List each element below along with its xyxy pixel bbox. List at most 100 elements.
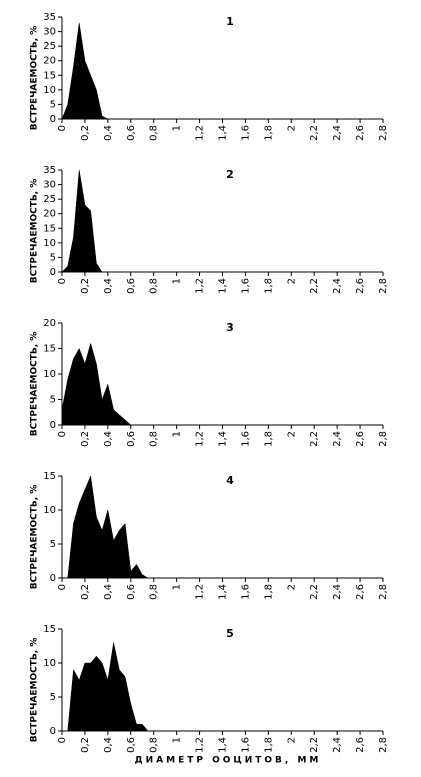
x-tick-label: 2,8 xyxy=(378,737,389,753)
x-tick-label: 1,8 xyxy=(263,584,274,600)
y-tick-label: 0 xyxy=(50,726,56,737)
x-tick-label: 1,6 xyxy=(240,278,251,294)
area xyxy=(61,342,132,426)
y-tick-label: 5 xyxy=(50,395,56,406)
chart-title: 3 xyxy=(226,321,234,334)
x-tick-label: 2 xyxy=(286,431,297,437)
y-tick-label: 0 xyxy=(50,420,56,431)
x-tick-label: 1,6 xyxy=(240,584,251,600)
x-tick-label: 2,8 xyxy=(378,584,389,600)
y-tick-label: 10 xyxy=(43,85,56,96)
x-tick-label: 0,2 xyxy=(80,737,91,753)
y-tick-label: 0 xyxy=(50,267,56,278)
x-tick-label: 1,4 xyxy=(218,125,229,141)
x-tick-label: 0 xyxy=(57,737,68,743)
x-tick-label: 0,4 xyxy=(103,278,114,294)
x-tick-label: 0,4 xyxy=(103,737,114,753)
x-tick-label: 2,6 xyxy=(355,737,366,753)
y-tick-label: 5 xyxy=(50,539,56,550)
x-tick-label: 0,8 xyxy=(149,278,160,294)
x-tick-label: 0,2 xyxy=(80,584,91,600)
x-tick-label: 1,6 xyxy=(240,125,251,141)
y-tick-label: 20 xyxy=(43,56,56,67)
y-tick-label: 10 xyxy=(43,505,56,516)
x-tick-label: 2 xyxy=(286,278,297,284)
x-tick-label: 2,6 xyxy=(355,125,366,141)
x-tick-label: 2,2 xyxy=(309,125,320,141)
x-tick-label: 2,2 xyxy=(309,584,320,600)
x-tick-label: 0,2 xyxy=(80,431,91,447)
x-tick-label: 1,4 xyxy=(218,431,229,447)
y-tick-label: 15 xyxy=(43,471,56,482)
x-tick-label: 2,6 xyxy=(355,431,366,447)
y-tick-label: 20 xyxy=(43,209,56,220)
chart-title: 1 xyxy=(226,15,234,28)
x-tick-label: 2,4 xyxy=(332,584,343,600)
y-tick-label: 0 xyxy=(50,573,56,584)
x-tick-label: 0,8 xyxy=(149,584,160,600)
x-tick-label: 1,2 xyxy=(195,431,206,447)
y-tick-label: 5 xyxy=(50,99,56,110)
y-tick-label: 10 xyxy=(43,238,56,249)
x-tick-label: 0,4 xyxy=(103,584,114,600)
x-tick-label: 2,4 xyxy=(332,125,343,141)
x-tick-label: 1 xyxy=(172,278,183,284)
y-tick-label: 15 xyxy=(43,624,56,635)
x-tick-label: 0,6 xyxy=(126,431,137,447)
x-tick-label: 0,6 xyxy=(126,278,137,294)
area xyxy=(62,642,149,732)
y-tick-label: 35 xyxy=(43,165,56,176)
x-tick-label: 0,8 xyxy=(149,125,160,141)
x-tick-label: 0 xyxy=(57,431,68,437)
x-tick-label: 0,2 xyxy=(80,278,91,294)
y-tick-label: 20 xyxy=(43,318,56,329)
y-tick-label: 25 xyxy=(43,194,56,205)
x-tick-label: 0 xyxy=(57,278,68,284)
panel: 0 5 10 15 20 25 30 35 0 0,2 0,4 0,6 0,8 1 1,2 1,4 1,6 1,8… xyxy=(30,12,390,141)
x-tick-label: 0,6 xyxy=(126,737,137,753)
x-tick-label: 2,8 xyxy=(378,125,389,141)
x-tick-label: 2,8 xyxy=(378,278,389,294)
x-tick-label: 0,8 xyxy=(149,431,160,447)
y-tick-label: 0 xyxy=(50,114,56,125)
x-tick-label: 0,8 xyxy=(149,737,160,753)
x-tick-label: 1,6 xyxy=(240,737,251,753)
area xyxy=(61,22,108,120)
x-tick-label: 2,2 xyxy=(309,737,320,753)
y-tick-label: 5 xyxy=(50,252,56,263)
x-tick-label: 2,4 xyxy=(332,278,343,294)
x-tick-label: 1,2 xyxy=(195,125,206,141)
y-tick-label: 30 xyxy=(43,27,56,38)
y-tick-label: 10 xyxy=(43,369,56,380)
x-tick-label: 2,2 xyxy=(309,278,320,294)
area xyxy=(61,169,103,273)
x-tick-label: 1,8 xyxy=(263,278,274,294)
y-axis-label: ВСТРЕЧАЕМОСТЬ, % xyxy=(30,332,40,437)
x-tick-label: 0 xyxy=(57,584,68,590)
y-axis-label: ВСТРЕЧАЕМОСТЬ, % xyxy=(30,485,40,590)
x-tick-label: 0,4 xyxy=(103,125,114,141)
area xyxy=(62,475,149,579)
x-tick-label: 1,4 xyxy=(218,737,229,753)
x-tick-label: 1,4 xyxy=(218,278,229,294)
x-tick-label: 1,8 xyxy=(263,125,274,141)
y-axis-label: ВСТРЕЧАЕМОСТЬ, % xyxy=(30,26,40,131)
x-tick-label: 2,2 xyxy=(309,431,320,447)
x-tick-label: 0,6 xyxy=(126,584,137,600)
y-tick-label: 15 xyxy=(43,344,56,355)
y-tick-label: 15 xyxy=(43,70,56,81)
y-tick-label: 35 xyxy=(43,12,56,23)
panel: 0 5 10 15 0 0,2 0,4 0,6 0,8 1 1,2 1,4 1,6 1,8 2 2,2 2,4 2… xyxy=(30,624,390,766)
y-tick-label: 25 xyxy=(43,41,56,52)
x-tick-label: 1,4 xyxy=(218,584,229,600)
chart-title: 4 xyxy=(226,474,234,487)
x-tick-label: 0,4 xyxy=(103,431,114,447)
y-tick-label: 30 xyxy=(43,180,56,191)
x-tick-label: 1,2 xyxy=(195,278,206,294)
x-tick-label: 2,4 xyxy=(332,431,343,447)
chart-title: 2 xyxy=(226,168,234,181)
x-tick-label: 2,6 xyxy=(355,584,366,600)
y-axis-label: ВСТРЕЧАЕМОСТЬ, % xyxy=(30,179,40,284)
x-tick-label: 1,8 xyxy=(263,737,274,753)
